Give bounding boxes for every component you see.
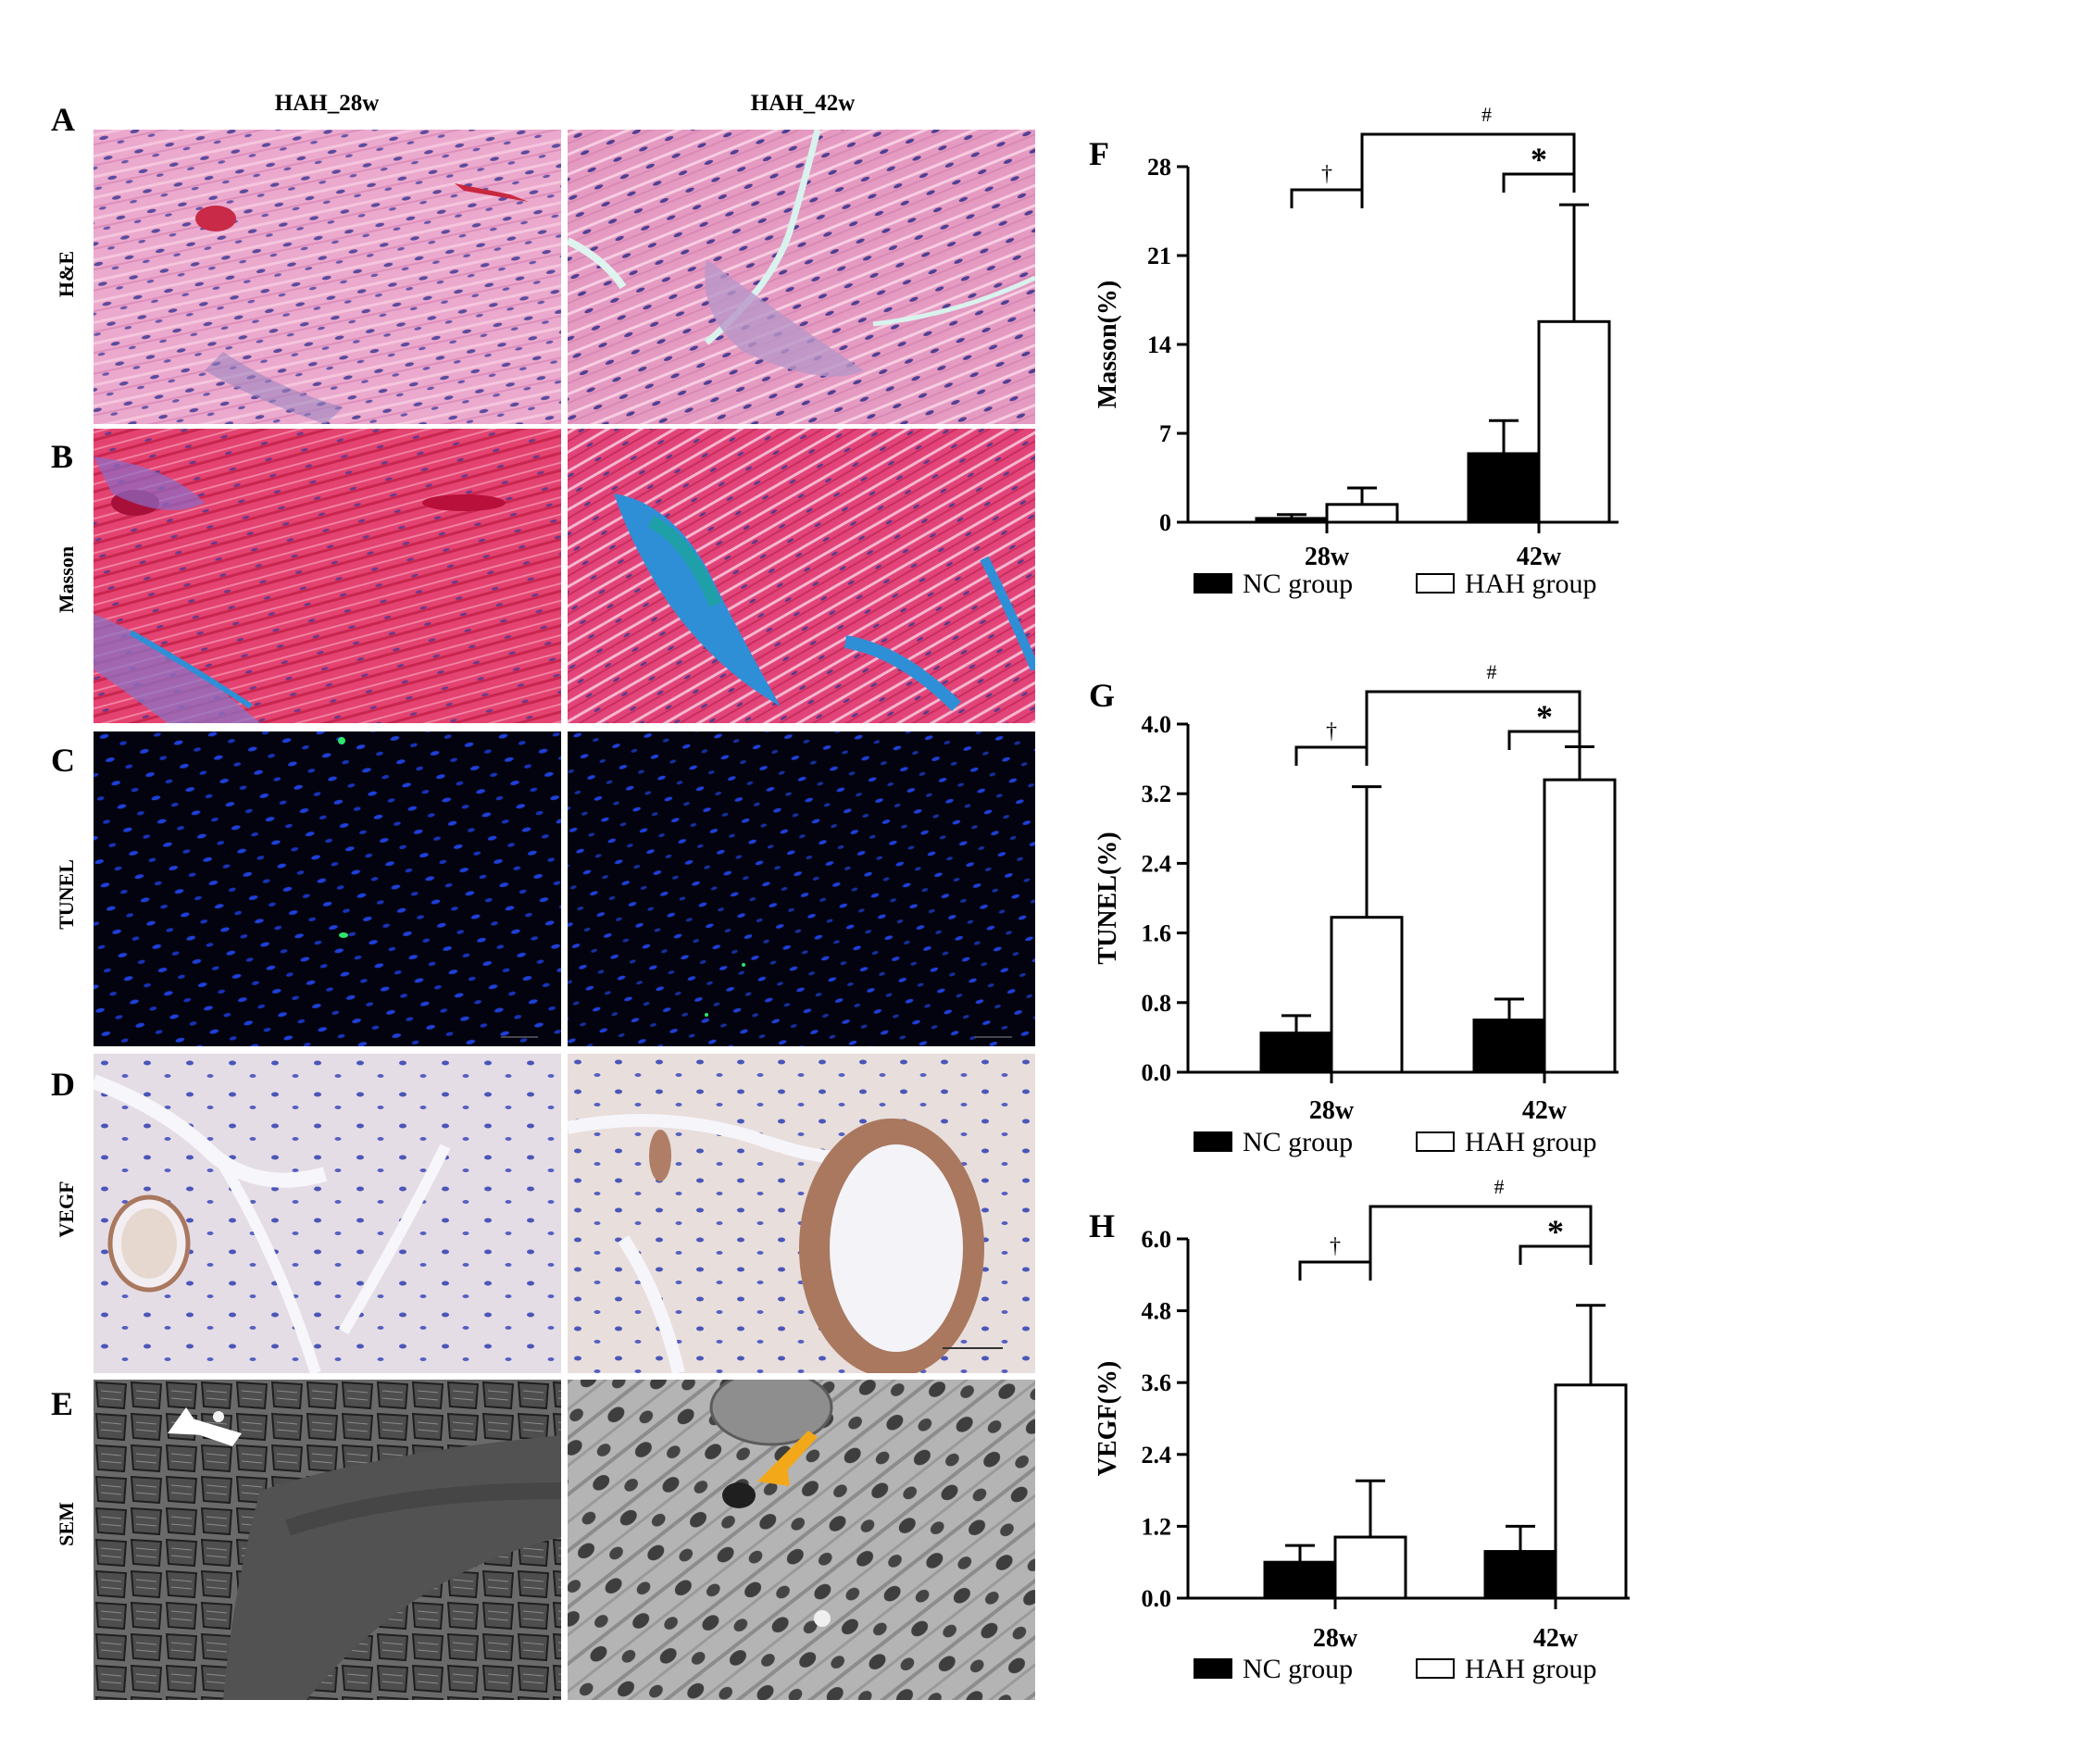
y-tick-label: 6.0: [1142, 1226, 1172, 1253]
legend-swatch-nc: [1194, 573, 1232, 594]
bar-nc-28w: [1255, 517, 1329, 524]
masson-image-28w: [94, 429, 561, 723]
bracket-star: [1519, 1244, 1593, 1265]
x-tick-label: 28w: [1313, 1624, 1358, 1653]
legend-swatch-nc: [1194, 1131, 1232, 1152]
y-tick-label: 1.2: [1142, 1513, 1172, 1540]
y-tick-label: 28: [1147, 154, 1171, 181]
y-tick-label: 1.6: [1142, 920, 1172, 947]
legend-swatch-hah: [1416, 1131, 1455, 1152]
sem-image-28w: [94, 1380, 561, 1700]
masson-image-42w: [568, 429, 1035, 723]
bar-hah-28w: [1325, 503, 1399, 524]
y-tick-label: 4.0: [1142, 711, 1172, 738]
y-axis-label: TUNEL(%): [1094, 831, 1122, 964]
bar-nc-42w: [1472, 1019, 1546, 1074]
legend-label-hah: HAH group: [1465, 1654, 1597, 1684]
legend-label-hah: HAH group: [1465, 1127, 1597, 1157]
vegf-image-28w: [94, 1054, 561, 1373]
x-tick-label: 28w: [1305, 543, 1350, 571]
annotation-dagger: †: [1326, 719, 1337, 744]
panel-letter-a: A: [51, 101, 75, 138]
row-label-sem: SEM: [55, 1502, 78, 1546]
chart-h: H 0.0 1.2 2.4 3.6 4.8 6.0 VEGF(%) 28w 42w † * # NC gr…: [1089, 1176, 1630, 1684]
column-title-42w: HAH_42w: [750, 91, 856, 116]
annotation-star: *: [1531, 141, 1547, 178]
bar-hah-28w: [1330, 916, 1404, 1074]
bracket-dagger: [1290, 188, 1364, 208]
y-tick-label: 14: [1147, 331, 1171, 358]
panel-letter-c: C: [51, 742, 75, 779]
legend-label-hah: HAH group: [1465, 569, 1597, 599]
sem-image-42w: [568, 1380, 1035, 1700]
annotation-hash: #: [1481, 103, 1492, 126]
y-tick-label: 0.0: [1142, 1585, 1172, 1612]
tunel-image-42w: [568, 731, 1035, 1046]
bracket-hash: [1369, 1205, 1593, 1262]
chart-f: F 0 7 14 21 28 Masson(%) 28w 42w † * # NC group HAH g…: [1089, 103, 1619, 599]
panel-letter-e: E: [51, 1385, 74, 1422]
annotation-hash: #: [1487, 660, 1497, 683]
row-label-masson: Masson: [55, 545, 78, 614]
panel-letter-b: B: [51, 438, 74, 475]
bar-nc-42w: [1483, 1550, 1557, 1600]
legend-label-nc: NC group: [1243, 569, 1353, 599]
y-axis-label: VEGF(%): [1094, 1361, 1122, 1476]
legend-label-nc: NC group: [1243, 1654, 1353, 1684]
column-title-28w: HAH_28w: [274, 91, 380, 116]
bar-nc-28w: [1259, 1031, 1333, 1074]
panel-letter-d: D: [51, 1066, 75, 1103]
bracket-star: [1507, 730, 1581, 750]
y-tick-label: 0.0: [1142, 1059, 1172, 1086]
bar-hah-42w: [1537, 319, 1611, 524]
row-label-he: H&E: [55, 250, 78, 298]
x-tick-label: 42w: [1517, 543, 1562, 571]
bar-nc-28w: [1263, 1560, 1337, 1600]
y-axis-label: Masson(%): [1094, 281, 1122, 408]
y-tick-label: 0.8: [1142, 990, 1172, 1017]
bar-nc-42w: [1467, 452, 1541, 524]
annotation-hash: #: [1494, 1176, 1505, 1198]
annotation-dagger: †: [1321, 162, 1332, 186]
tunel-image-28w: [94, 731, 561, 1046]
he-image-28w: [94, 130, 561, 424]
x-tick-label: 28w: [1309, 1096, 1355, 1125]
y-tick-label: 7: [1159, 420, 1171, 447]
row-label-vegf: VEGF: [55, 1181, 78, 1238]
y-tick-label: 3.6: [1142, 1369, 1172, 1396]
y-tick-label: 2.4: [1142, 850, 1172, 877]
panel-letter-f: F: [1089, 135, 1109, 172]
vegf-image-42w: [568, 1054, 1035, 1373]
y-tick-label: 0: [1159, 509, 1171, 536]
panel-letter-h: H: [1089, 1207, 1115, 1244]
y-tick-label: 4.8: [1142, 1298, 1172, 1325]
legend-swatch-nc: [1194, 1658, 1232, 1679]
annotation-star: *: [1547, 1213, 1564, 1250]
annotation-star: *: [1536, 698, 1553, 735]
bracket-hash: [1360, 132, 1576, 190]
bracket-star: [1502, 172, 1576, 193]
x-tick-label: 42w: [1522, 1096, 1568, 1125]
chart-g: G 0.0 0.8 1.6 2.4 3.2 4.0 TUNEL(%) 28w 42w † * # NC g…: [1089, 660, 1619, 1157]
annotation-dagger: †: [1330, 1234, 1341, 1258]
y-tick-label: 21: [1147, 243, 1171, 269]
bracket-dagger: [1294, 745, 1369, 766]
he-image-42w: [568, 130, 1035, 424]
legend-label-nc: NC group: [1243, 1127, 1353, 1157]
bar-hah-28w: [1333, 1535, 1407, 1600]
bracket-hash: [1365, 690, 1581, 747]
legend-swatch-hah: [1416, 1658, 1455, 1679]
x-tick-label: 42w: [1533, 1624, 1579, 1653]
bracket-dagger: [1298, 1260, 1372, 1281]
bar-hah-42w: [1543, 778, 1617, 1074]
y-tick-label: 2.4: [1142, 1442, 1172, 1469]
row-label-tunel: TUNEL: [55, 859, 78, 930]
legend-swatch-hah: [1416, 573, 1455, 594]
y-tick-label: 3.2: [1142, 781, 1172, 807]
bar-hah-42w: [1554, 1383, 1628, 1600]
panel-letter-g: G: [1089, 677, 1115, 714]
